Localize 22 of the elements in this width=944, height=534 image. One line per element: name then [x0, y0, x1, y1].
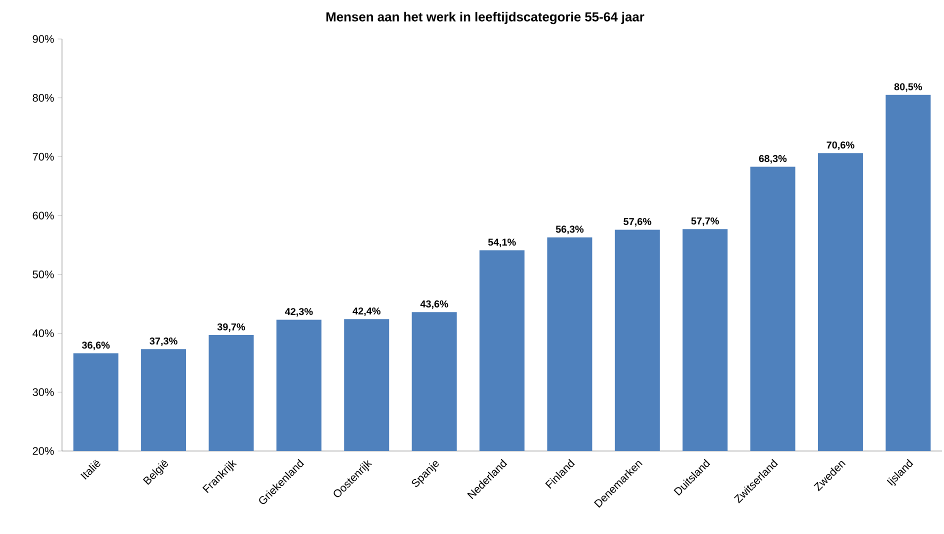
y-tick-label: 70%: [32, 152, 54, 161]
data-label: 80,5%: [894, 83, 922, 92]
data-label: 37,3%: [150, 337, 178, 346]
data-label: 54,1%: [488, 238, 516, 248]
data-label: 70,6%: [826, 142, 854, 150]
data-label: 42,4%: [352, 307, 380, 316]
data-label: 36,6%: [82, 342, 110, 350]
y-tick-label: 40%: [32, 329, 54, 338]
y-tick-label: 20%: [32, 447, 54, 455]
y-tick-label: 90%: [32, 35, 54, 43]
data-label: 68,3%: [759, 155, 787, 164]
chart-title: Mensen aan het werk in leeftijdscategorie 55-64 jaar: [326, 12, 644, 24]
data-label: 43,6%: [420, 300, 448, 309]
y-tick-label: 30%: [32, 388, 54, 396]
data-label: 39,7%: [217, 323, 246, 332]
y-tick-label: 50%: [32, 270, 54, 278]
y-tick-label: 80%: [32, 94, 54, 102]
data-label: 56,3%: [556, 226, 584, 234]
data-label: 42,3%: [284, 308, 313, 317]
data-label: 57,6%: [624, 218, 652, 227]
data-label: 57,7%: [691, 217, 719, 226]
y-tick-label: 60%: [32, 212, 54, 220]
